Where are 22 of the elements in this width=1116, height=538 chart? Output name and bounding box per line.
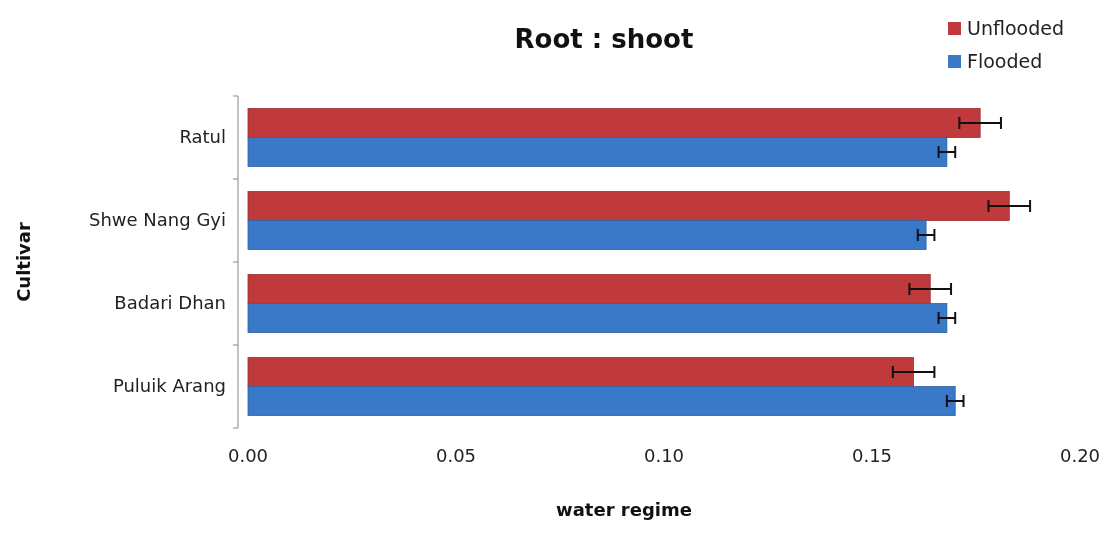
bar [247,137,948,167]
y-tick-label: Shwe Nang Gyi [88,208,226,230]
x-axis-title: water regime [556,499,692,520]
bar [247,191,1010,221]
x-tick-label: 0.10 [643,445,685,466]
y-tick-label: Ratul [179,125,226,147]
bar [247,274,931,304]
y-tick-label: Puluik Arang [112,374,226,396]
chart-title: Root : shoot [514,24,694,54]
legend-label: Unflooded [967,16,1064,39]
bar [247,108,981,138]
bar [247,303,948,333]
x-tick-label: 0.05 [435,445,477,466]
bar [247,386,956,416]
bar [247,220,927,250]
x-tick-label: 0.00 [227,445,269,466]
x-tick-label: 0.20 [1059,445,1101,466]
y-axis-title: Cultivar [13,222,34,302]
y-tick-label: Badari Dhan [114,291,226,313]
legend-label: Flooded [967,49,1043,72]
x-tick-label: 0.15 [851,445,893,466]
bar [247,357,914,387]
